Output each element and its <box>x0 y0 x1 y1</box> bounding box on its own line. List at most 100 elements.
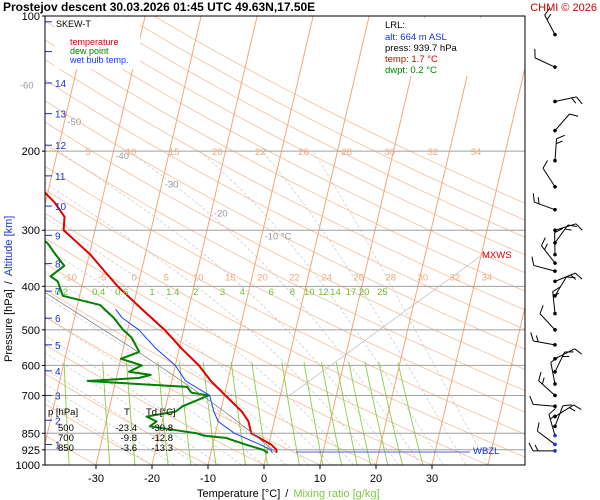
wind-barb-dot <box>553 424 557 429</box>
temperature-tick-label: 10 <box>314 473 326 485</box>
moist-adiabat <box>45 368 197 465</box>
theta-label: 24 <box>321 272 332 283</box>
wind-barb <box>529 395 557 409</box>
dry-adiabat <box>45 39 525 292</box>
temperature-tick-label: 0 <box>261 473 267 485</box>
altitude-tick-label: 4 <box>55 367 61 378</box>
y-axis-label-pressure: Pressure [hPa] <box>3 289 15 362</box>
mixing-ratio-label: 3 <box>220 287 225 298</box>
x-axis-label: Temperature [°C] / Mixing ratio [g/kg] <box>197 488 380 500</box>
pressure-tick-label: 850 <box>22 428 40 440</box>
wind-barb-flag <box>575 272 583 280</box>
theta-label: 32 <box>428 147 439 158</box>
dry-adiabat <box>124 16 525 221</box>
wind-barb-flag <box>569 113 579 117</box>
altitude-tick-label: 1 <box>55 440 61 451</box>
legend-temperature: temperature <box>70 37 119 47</box>
wind-barb-flag <box>562 355 570 358</box>
isotherm <box>45 16 90 207</box>
mixing-ratio-line <box>335 362 358 465</box>
theta-label: 28 <box>341 147 352 158</box>
altitude-tick-label: 8 <box>55 260 61 271</box>
mixing-ratio-label: 25 <box>377 287 388 298</box>
temperature-tick-label: 20 <box>370 473 382 485</box>
wind-barb-flag <box>544 7 551 16</box>
wind-barb-dot <box>553 32 557 37</box>
wind-barb-staff <box>554 348 575 360</box>
pressure-tick-label: 1000 <box>16 460 40 472</box>
theta-label: 10 <box>126 147 137 158</box>
mixing-ratio-label: 0.4 <box>92 287 105 298</box>
lrl-label: LRL: <box>385 20 405 31</box>
theta-label: 10 <box>193 272 204 283</box>
wind-barb <box>542 160 557 189</box>
wind-barb <box>530 332 557 347</box>
moist-adiabat <box>312 150 489 465</box>
mixing-ratio-line <box>102 362 111 465</box>
legend-skewt-label: SKEW-T <box>56 19 91 29</box>
wind-barb-flag <box>555 140 563 145</box>
theta-label: -10 <box>63 272 77 283</box>
wind-barb <box>538 371 557 398</box>
mixing-ratio-label: 12 <box>318 287 329 298</box>
wind-barb <box>528 442 557 453</box>
dry-adiabat <box>153 16 525 204</box>
table-row-3-td: -13.3 <box>151 443 173 454</box>
isotherm <box>375 16 482 465</box>
wind-barb-staff <box>552 291 556 314</box>
isotherm <box>151 16 258 465</box>
isotherm <box>487 304 525 465</box>
profile-dew-point <box>45 240 269 454</box>
wind-barb-flag <box>532 193 535 203</box>
mixing-ratio-label: 10 <box>304 287 315 298</box>
isotherm-label: -50 <box>67 117 81 128</box>
wind-barb <box>553 223 583 233</box>
pressure-tick-label: 300 <box>22 225 40 237</box>
mixing-ratio-line <box>348 362 372 465</box>
wind-barb-dot <box>553 184 557 189</box>
dry-adiabat <box>45 143 525 391</box>
wind-barb-dot <box>553 294 557 298</box>
table-header-t: T <box>124 407 130 418</box>
wind-barb-staff <box>554 405 564 427</box>
x-axis-label-temperature: Temperature [°C] <box>197 488 280 500</box>
altitude-tick-label: 7 <box>55 287 61 298</box>
wind-barb-flag <box>556 134 565 140</box>
wind-barb-staff <box>541 245 556 264</box>
mixing-ratio-line <box>378 362 403 465</box>
mixing-ratio-line <box>179 362 192 465</box>
theta-label: 28 <box>385 272 396 283</box>
mixing-ratio-line <box>321 362 343 465</box>
wind-barb-dot <box>553 356 557 361</box>
wind-barb <box>553 404 572 429</box>
altitude-tick-label: 5 <box>55 341 61 352</box>
wind-barb-staff <box>554 138 558 161</box>
moist-adiabat <box>45 335 242 465</box>
wind-barb-dot <box>553 241 557 245</box>
wind-barb-staff <box>539 313 556 331</box>
moist-adiabat <box>45 182 377 465</box>
wind-barb-flag <box>535 335 539 343</box>
wind-barb-staff <box>554 276 567 297</box>
theta-label: 22 <box>289 272 300 283</box>
mixing-ratio-label: 1.4 <box>166 287 179 298</box>
table-row-1-p: 500 <box>58 423 74 434</box>
wind-barb-dot <box>553 343 557 347</box>
wind-barb-dot <box>553 311 557 316</box>
chart-title: Prostejov descent 30.03.2026 01:45 UTC 4… <box>3 0 315 14</box>
wind-barb-staff <box>554 223 577 231</box>
wind-barb-flag <box>534 444 539 452</box>
theta-label: -5 <box>98 272 106 283</box>
theta-label: 20 <box>212 147 223 158</box>
isotherm <box>263 16 370 465</box>
wind-barb-dot <box>553 279 557 284</box>
mixing-ratio-line <box>202 362 217 465</box>
moist-adiabat <box>45 398 153 465</box>
mixing-ratio-label: 8 <box>290 287 295 298</box>
wind-barb-flag <box>548 408 556 415</box>
mixing-ratio-label: 20 <box>359 287 370 298</box>
isotherm-label: -30 <box>165 179 179 190</box>
theta-label: 26 <box>353 272 364 283</box>
wind-barb-dot <box>553 261 557 265</box>
